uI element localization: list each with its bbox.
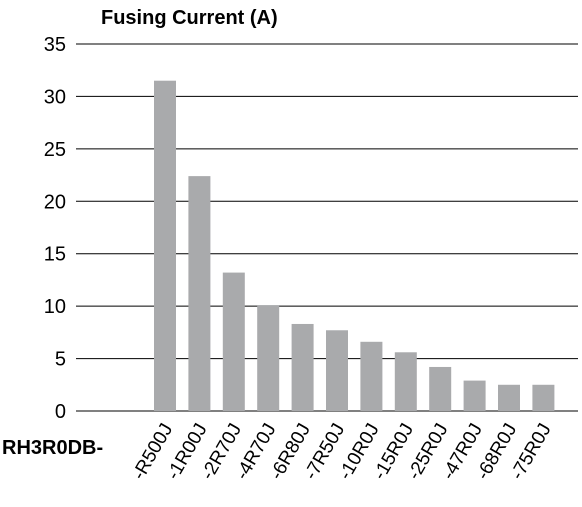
x-axis-prefix: RH3R0DB- <box>2 437 103 459</box>
bar <box>257 305 280 411</box>
y-tick-label: 15 <box>44 244 66 266</box>
bar <box>532 384 555 411</box>
bars <box>154 80 555 411</box>
y-axis-ticks: 0 5 10 15 20 25 30 35 <box>44 34 66 423</box>
x-axis-ticks: -R500J-1R00J-2R70J-4R70J-6R80J-7R50J-10R… <box>129 420 556 484</box>
bar <box>326 330 348 411</box>
bar <box>463 380 486 411</box>
bar <box>154 80 176 411</box>
bar <box>360 341 383 411</box>
bar <box>222 272 245 411</box>
y-tick-label: 0 <box>55 401 66 423</box>
bar <box>498 384 520 411</box>
y-tick-label: 5 <box>55 349 66 371</box>
y-tick-label: 10 <box>44 296 66 318</box>
bar <box>188 176 211 411</box>
y-tick-label: 25 <box>44 139 66 161</box>
bar <box>429 366 452 411</box>
bar <box>394 352 417 411</box>
y-tick-label: 30 <box>44 86 66 108</box>
y-tick-label: 20 <box>44 191 66 213</box>
bar <box>291 323 314 411</box>
chart-title: Fusing Current (A) <box>101 7 278 29</box>
y-tick-label: 35 <box>44 34 66 56</box>
